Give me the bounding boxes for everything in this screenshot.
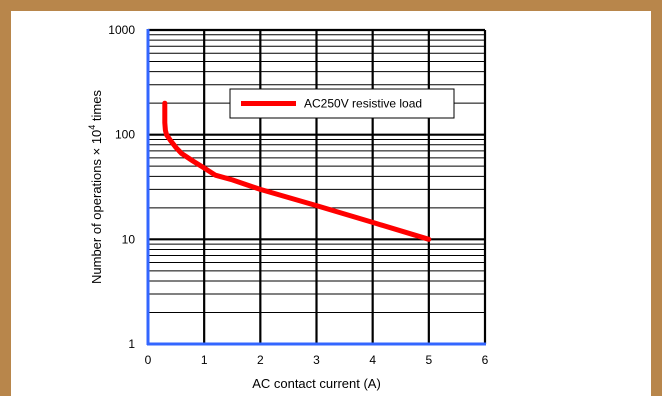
x-axis-label: AC contact current (A) xyxy=(252,376,381,391)
axis-labels: AC contact current (A) Number of operatio… xyxy=(87,90,381,391)
x-tick-label: 4 xyxy=(369,353,376,367)
x-tick-label: 2 xyxy=(257,353,264,367)
y-tick-label: 1 xyxy=(128,337,135,351)
y-axis-label: Number of operations × 104 times xyxy=(87,90,104,284)
x-tick-label: 3 xyxy=(313,353,320,367)
grid xyxy=(146,28,487,346)
legend: AC250V resistive load xyxy=(229,88,455,119)
x-tick-label: 5 xyxy=(425,353,432,367)
y-tick-label: 1000 xyxy=(108,23,135,37)
x-tick-label: 0 xyxy=(145,353,152,367)
legend-box xyxy=(229,88,455,119)
y-tick-label: 100 xyxy=(115,128,135,142)
x-tick-label: 1 xyxy=(201,353,208,367)
legend-label: AC250V resistive load xyxy=(304,97,422,111)
series-line xyxy=(162,100,432,242)
series xyxy=(162,100,432,242)
x-tick-label: 6 xyxy=(482,353,489,367)
y-tick-label: 10 xyxy=(122,232,136,246)
